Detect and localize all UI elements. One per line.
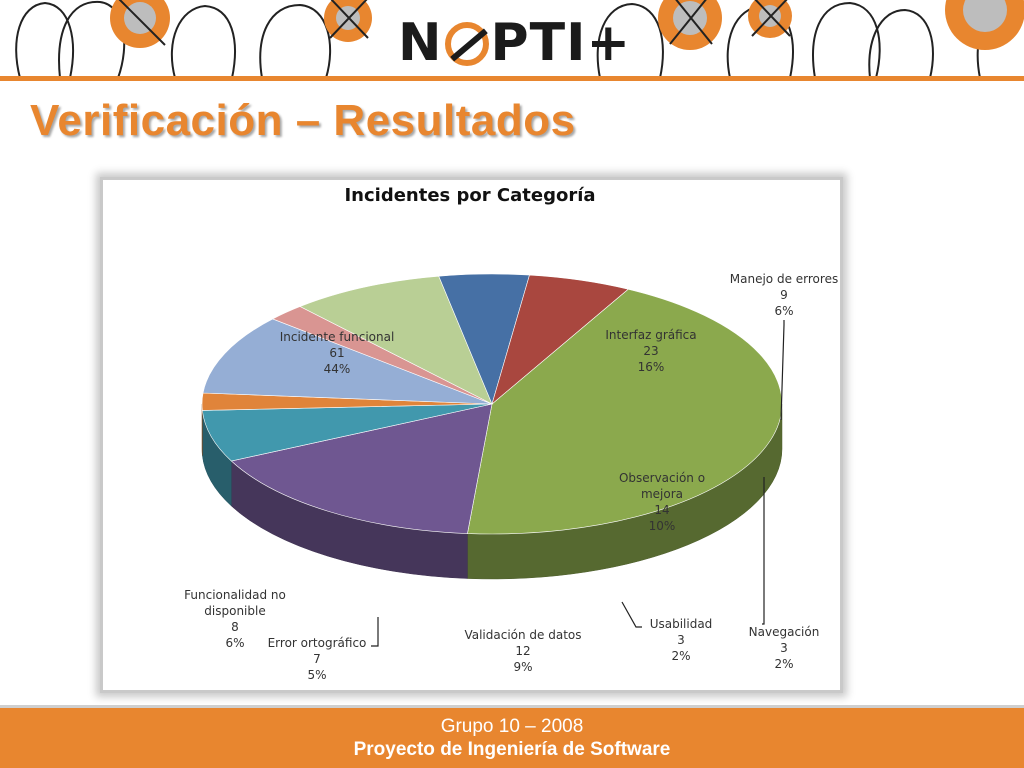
slice-label-funcionalidad-no-disponible: Funcionalidad no disponible 8 6% <box>184 588 286 650</box>
nopti-logo: N PTI+ <box>398 13 632 73</box>
slice-label-validacion-de-datos: Validación de datos 12 9% <box>464 628 581 674</box>
slice-labels: Incidente funcional 61 44% Interfaz gráfica… <box>184 272 838 682</box>
slice-manejo-de-errores <box>202 403 493 462</box>
footer-group: Grupo 10 – 2008 <box>440 716 584 737</box>
slide-title: Verificación – Resultados <box>30 96 576 145</box>
footer-project: Proyecto de Ingeniería de Software <box>353 739 671 760</box>
slice-observacion-o-mejora <box>202 318 493 405</box>
chart-title: Incidentes por Categoría <box>344 185 595 206</box>
leader-line-error-ortografico <box>371 617 379 647</box>
slice-label-manejo-de-errores: Manejo de errores 9 6% <box>730 272 838 318</box>
slice-label-error-ortografico: Error ortográfico 7 5% <box>268 636 367 682</box>
slice-interfaz-grafica <box>230 403 493 534</box>
leader-line-navegacion <box>762 477 765 625</box>
slice-funcionalidad-no-disponible <box>491 274 629 405</box>
slice-label-navegacion: Navegación 3 2% <box>749 625 820 671</box>
pie-chart: Incidentes por Categoría Incidente funci… <box>184 185 838 682</box>
banner-illustration <box>15 0 1024 78</box>
footer: Grupo 10 – 2008 Proyecto de Ingeniería d… <box>0 705 1024 768</box>
leader-lines <box>371 320 785 647</box>
banner-divider <box>0 76 1024 81</box>
leader-line-usabilidad <box>621 601 642 628</box>
logo-o-mark <box>444 22 489 66</box>
slice-label-observacion-o-mejora: Observación o mejora 14 10% <box>619 471 705 533</box>
slice-label-usabilidad: Usabilidad 3 2% <box>650 617 713 663</box>
slice-incidente-funcional <box>467 288 783 535</box>
header-banner: N PTI+ <box>0 0 1024 78</box>
slice-label-incidente-funcional: Incidente funcional 61 44% <box>280 330 395 376</box>
pie-slices <box>201 273 783 535</box>
leader-line-manejo-de-errores <box>780 320 785 421</box>
slice-label-interfaz-grafica: Interfaz gráfica 23 16% <box>605 328 696 374</box>
slice-validacion-de-datos <box>299 275 493 405</box>
